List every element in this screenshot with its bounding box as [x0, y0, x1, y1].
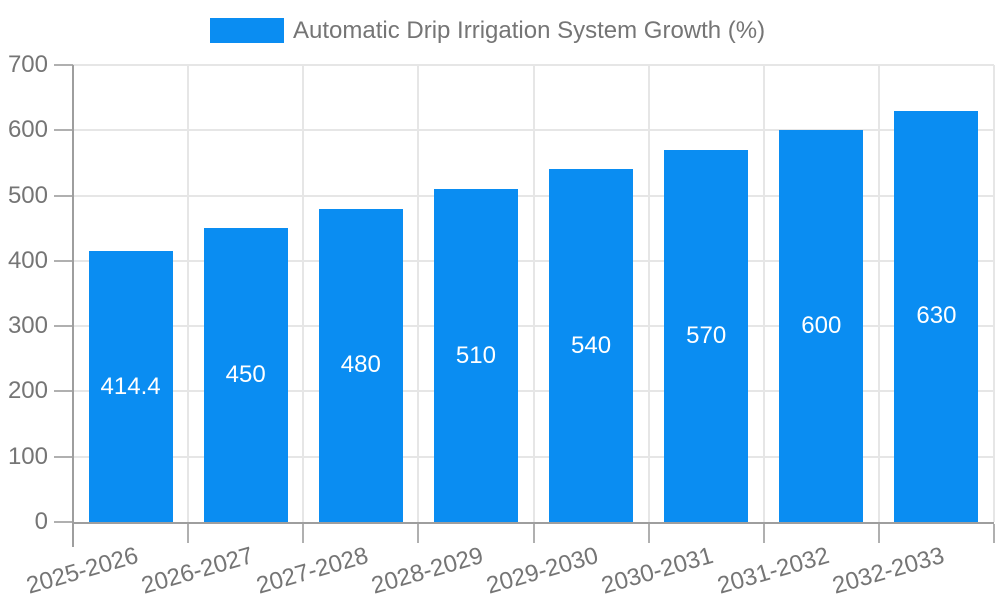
bar-value-label: 540 — [571, 331, 612, 359]
y-axis-tick-label: 300 — [7, 312, 48, 340]
x-axis-tick-label: 2031-2032 — [713, 542, 832, 600]
y-axis-tick-label: 600 — [7, 116, 48, 144]
bar — [894, 110, 979, 522]
gridline-vertical — [187, 65, 190, 522]
bar — [779, 130, 864, 522]
bar — [664, 149, 749, 522]
y-axis-tick — [54, 455, 73, 458]
bar-value-label: 570 — [686, 321, 727, 349]
x-axis-tick-label: 2032-2033 — [829, 542, 947, 600]
x-axis-tick — [762, 524, 765, 543]
bar-value-label: 510 — [455, 341, 496, 369]
x-axis-tick-label: 2025-2026 — [23, 542, 142, 600]
bar — [203, 228, 288, 522]
x-axis-tick — [993, 524, 995, 543]
x-axis-tick-label: 2026-2027 — [138, 542, 257, 600]
x-axis-tick-label: 2030-2031 — [598, 542, 717, 600]
y-axis-tick — [54, 129, 73, 132]
x-axis-tick — [647, 524, 650, 543]
y-axis-tick — [54, 390, 73, 393]
gridline-vertical — [532, 65, 535, 522]
bar-value-label: 414.4 — [100, 372, 161, 400]
gridline-vertical — [417, 65, 420, 522]
x-axis-tick — [302, 524, 305, 543]
bar-value-label: 480 — [340, 351, 381, 379]
y-axis-tick — [54, 521, 73, 523]
bar — [433, 189, 518, 522]
legend-item[interactable]: Automatic Drip Irrigation System Growth … — [210, 18, 765, 43]
x-axis-tick-label: 2028-2029 — [368, 542, 487, 600]
gridline-vertical — [647, 65, 650, 522]
y-axis-line — [72, 65, 74, 547]
legend-swatch — [210, 18, 284, 43]
y-axis-tick-label: 0 — [34, 508, 48, 535]
x-axis-tick — [417, 524, 420, 543]
y-axis-tick-label: 400 — [7, 246, 48, 274]
y-axis-tick — [54, 325, 73, 328]
x-axis-tick-label: 2027-2028 — [253, 542, 372, 600]
x-axis-tick — [877, 524, 880, 543]
bar-value-label: 600 — [801, 312, 842, 340]
legend-label: Automatic Drip Irrigation System Growth … — [293, 17, 766, 44]
y-axis-tick — [54, 64, 73, 66]
bar — [549, 169, 634, 522]
gridline-vertical — [877, 65, 880, 522]
gridline-vertical — [993, 65, 995, 522]
y-axis-tick — [54, 259, 73, 262]
x-axis-tick-label: 2029-2030 — [483, 542, 602, 600]
y-axis-tick-label: 500 — [7, 181, 48, 209]
gridline-vertical — [762, 65, 765, 522]
bar-value-label: 630 — [916, 302, 957, 330]
y-axis-tick-label: 700 — [7, 51, 48, 78]
y-axis-tick-label: 100 — [7, 442, 48, 470]
bar — [88, 251, 173, 522]
y-axis-tick-label: 200 — [7, 377, 48, 405]
bar-value-label: 450 — [225, 361, 266, 389]
x-axis-tick — [532, 524, 535, 543]
gridline-vertical — [302, 65, 305, 522]
x-axis-tick — [187, 524, 190, 543]
x-axis-line — [73, 522, 994, 524]
bar — [318, 208, 403, 522]
y-axis-tick — [54, 194, 73, 197]
